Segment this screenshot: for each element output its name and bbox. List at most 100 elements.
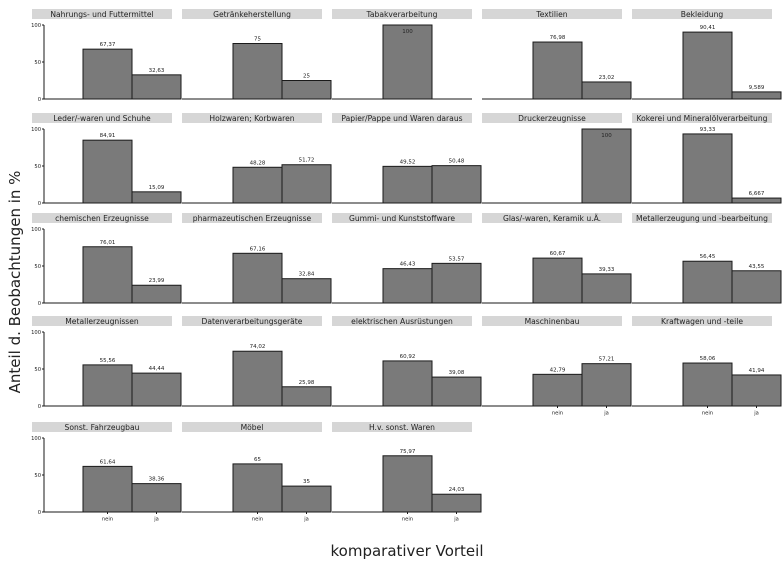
panel-title: Metallerzeugung und -bearbeitung bbox=[636, 214, 768, 223]
x-tick-label: nein bbox=[552, 411, 563, 417]
panel-title: Gummi- und Kunststoffware bbox=[349, 214, 455, 223]
panel-title: Kraftwagen und -teile bbox=[661, 317, 743, 326]
panel-strip bbox=[332, 9, 472, 19]
panel: Tabakverarbeitung 100 bbox=[332, 9, 472, 100]
panel-strip bbox=[632, 113, 772, 123]
panel-title: Papier/Pappe und Waren daraus bbox=[341, 114, 462, 123]
panel-title: Holzwaren; Korbwaren bbox=[209, 114, 294, 123]
bar bbox=[532, 373, 583, 407]
bar bbox=[682, 260, 733, 304]
bar-value-label: 58,06 bbox=[700, 356, 716, 362]
panel-strip bbox=[32, 213, 172, 223]
bar bbox=[382, 165, 433, 204]
bar-value-label: 60,92 bbox=[400, 354, 416, 360]
bar-value-label: 56,45 bbox=[700, 254, 716, 260]
y-tick-label: 50 bbox=[34, 367, 41, 373]
x-tick-label: ja bbox=[603, 411, 609, 417]
panel-strip bbox=[32, 113, 172, 123]
bar bbox=[232, 166, 283, 204]
bar bbox=[131, 284, 182, 304]
bar bbox=[581, 363, 632, 407]
bar-value-label: 100 bbox=[601, 133, 612, 139]
bar bbox=[281, 164, 332, 204]
bar-value-label: 76,98 bbox=[550, 35, 566, 41]
bar bbox=[431, 165, 482, 204]
panel: Kraftwagen und -teile 58,06 41,94 nein ja bbox=[632, 316, 782, 417]
bar bbox=[232, 43, 283, 100]
y-tick-label: 50 bbox=[34, 473, 41, 479]
panel: Glas/-waren, Keramik u.Ä. 60,67 39,33 bbox=[482, 213, 632, 304]
bar-value-label: 25 bbox=[303, 74, 310, 80]
bar bbox=[581, 128, 632, 204]
panel-title: Leder/-waren und Schuhe bbox=[53, 114, 151, 123]
bar bbox=[581, 273, 632, 304]
panel: Nahrungs- und Futtermittel 0 50 100 67,37 32,… bbox=[31, 9, 182, 103]
bar-value-label: 51,72 bbox=[299, 158, 315, 164]
bar bbox=[731, 197, 782, 204]
panel-strip bbox=[482, 113, 622, 123]
panel: Holzwaren; Korbwaren 48,28 51,72 bbox=[182, 113, 332, 204]
bar bbox=[281, 278, 332, 304]
bar bbox=[731, 270, 782, 304]
bar bbox=[131, 372, 182, 407]
bar-value-label: 39,08 bbox=[449, 370, 465, 376]
y-tick-label: 0 bbox=[38, 301, 41, 307]
panel-title: Datenverarbeitungsgeräte bbox=[202, 317, 303, 326]
panel-title: Bekleidung bbox=[681, 10, 724, 19]
y-tick-label: 0 bbox=[38, 97, 41, 103]
panel: Metallerzeugnissen 0 50 100 55,56 44,44 bbox=[31, 316, 182, 410]
bar-value-label: 44,44 bbox=[149, 366, 165, 372]
bar-value-label: 23,99 bbox=[149, 278, 165, 284]
bar bbox=[431, 493, 482, 513]
bar-value-label: 46,43 bbox=[400, 262, 416, 268]
bar bbox=[431, 262, 482, 304]
bar-value-label: 75 bbox=[254, 37, 261, 43]
bar-value-label: 90,41 bbox=[700, 25, 716, 31]
bar-value-label: 55,56 bbox=[100, 358, 116, 364]
bar-value-label: 76,01 bbox=[100, 240, 116, 246]
x-tick-label: nein bbox=[402, 517, 413, 523]
bar bbox=[382, 455, 433, 513]
panel-strip bbox=[182, 113, 322, 123]
y-tick-label: 100 bbox=[31, 23, 41, 29]
bar-value-label: 84,91 bbox=[100, 133, 116, 139]
panel-title: chemischen Erzeugnisse bbox=[55, 214, 149, 223]
panel-strip bbox=[482, 9, 622, 19]
bar bbox=[131, 191, 182, 204]
bar bbox=[431, 376, 482, 407]
panel: Druckerzeugnisse 100 bbox=[482, 113, 632, 204]
bar-value-label: 49,52 bbox=[400, 159, 416, 165]
bar bbox=[82, 246, 133, 304]
panel-title: Textilien bbox=[535, 10, 567, 19]
y-tick-label: 0 bbox=[38, 510, 41, 516]
bar-value-label: 24,03 bbox=[449, 487, 465, 493]
bar-value-label: 74,02 bbox=[250, 344, 266, 350]
panel-strip bbox=[632, 316, 772, 326]
bar bbox=[382, 360, 433, 407]
panel-strip bbox=[182, 213, 322, 223]
bar bbox=[731, 374, 782, 407]
bar bbox=[682, 362, 733, 407]
x-tick-label: ja bbox=[303, 517, 309, 523]
chart-panels: Nahrungs- und Futtermittel 0 50 100 67,37 32,… bbox=[31, 9, 782, 523]
panel: Papier/Pappe und Waren daraus 49,52 50,48 bbox=[332, 113, 482, 204]
bar bbox=[281, 386, 332, 407]
bar bbox=[82, 364, 133, 407]
y-tick-label: 100 bbox=[31, 227, 41, 233]
bar bbox=[232, 350, 283, 407]
bar-value-label: 6,667 bbox=[749, 191, 765, 197]
panel-strip bbox=[182, 9, 322, 19]
y-tick-label: 0 bbox=[38, 404, 41, 410]
panel-strip bbox=[332, 113, 472, 123]
bar bbox=[581, 81, 632, 100]
bar bbox=[281, 485, 332, 513]
panel-title: Glas/-waren, Keramik u.Ä. bbox=[503, 214, 601, 223]
panel-title: pharmazeutischen Erzeugnisse bbox=[193, 214, 312, 223]
panel-strip bbox=[332, 316, 472, 326]
panel-strip bbox=[32, 422, 172, 432]
bar bbox=[82, 139, 133, 204]
y-axis-title: Anteil d. Beobachtungen in % bbox=[6, 171, 24, 394]
bar-value-label: 25,98 bbox=[299, 380, 315, 386]
panel-title: Druckerzeugnisse bbox=[518, 114, 586, 123]
